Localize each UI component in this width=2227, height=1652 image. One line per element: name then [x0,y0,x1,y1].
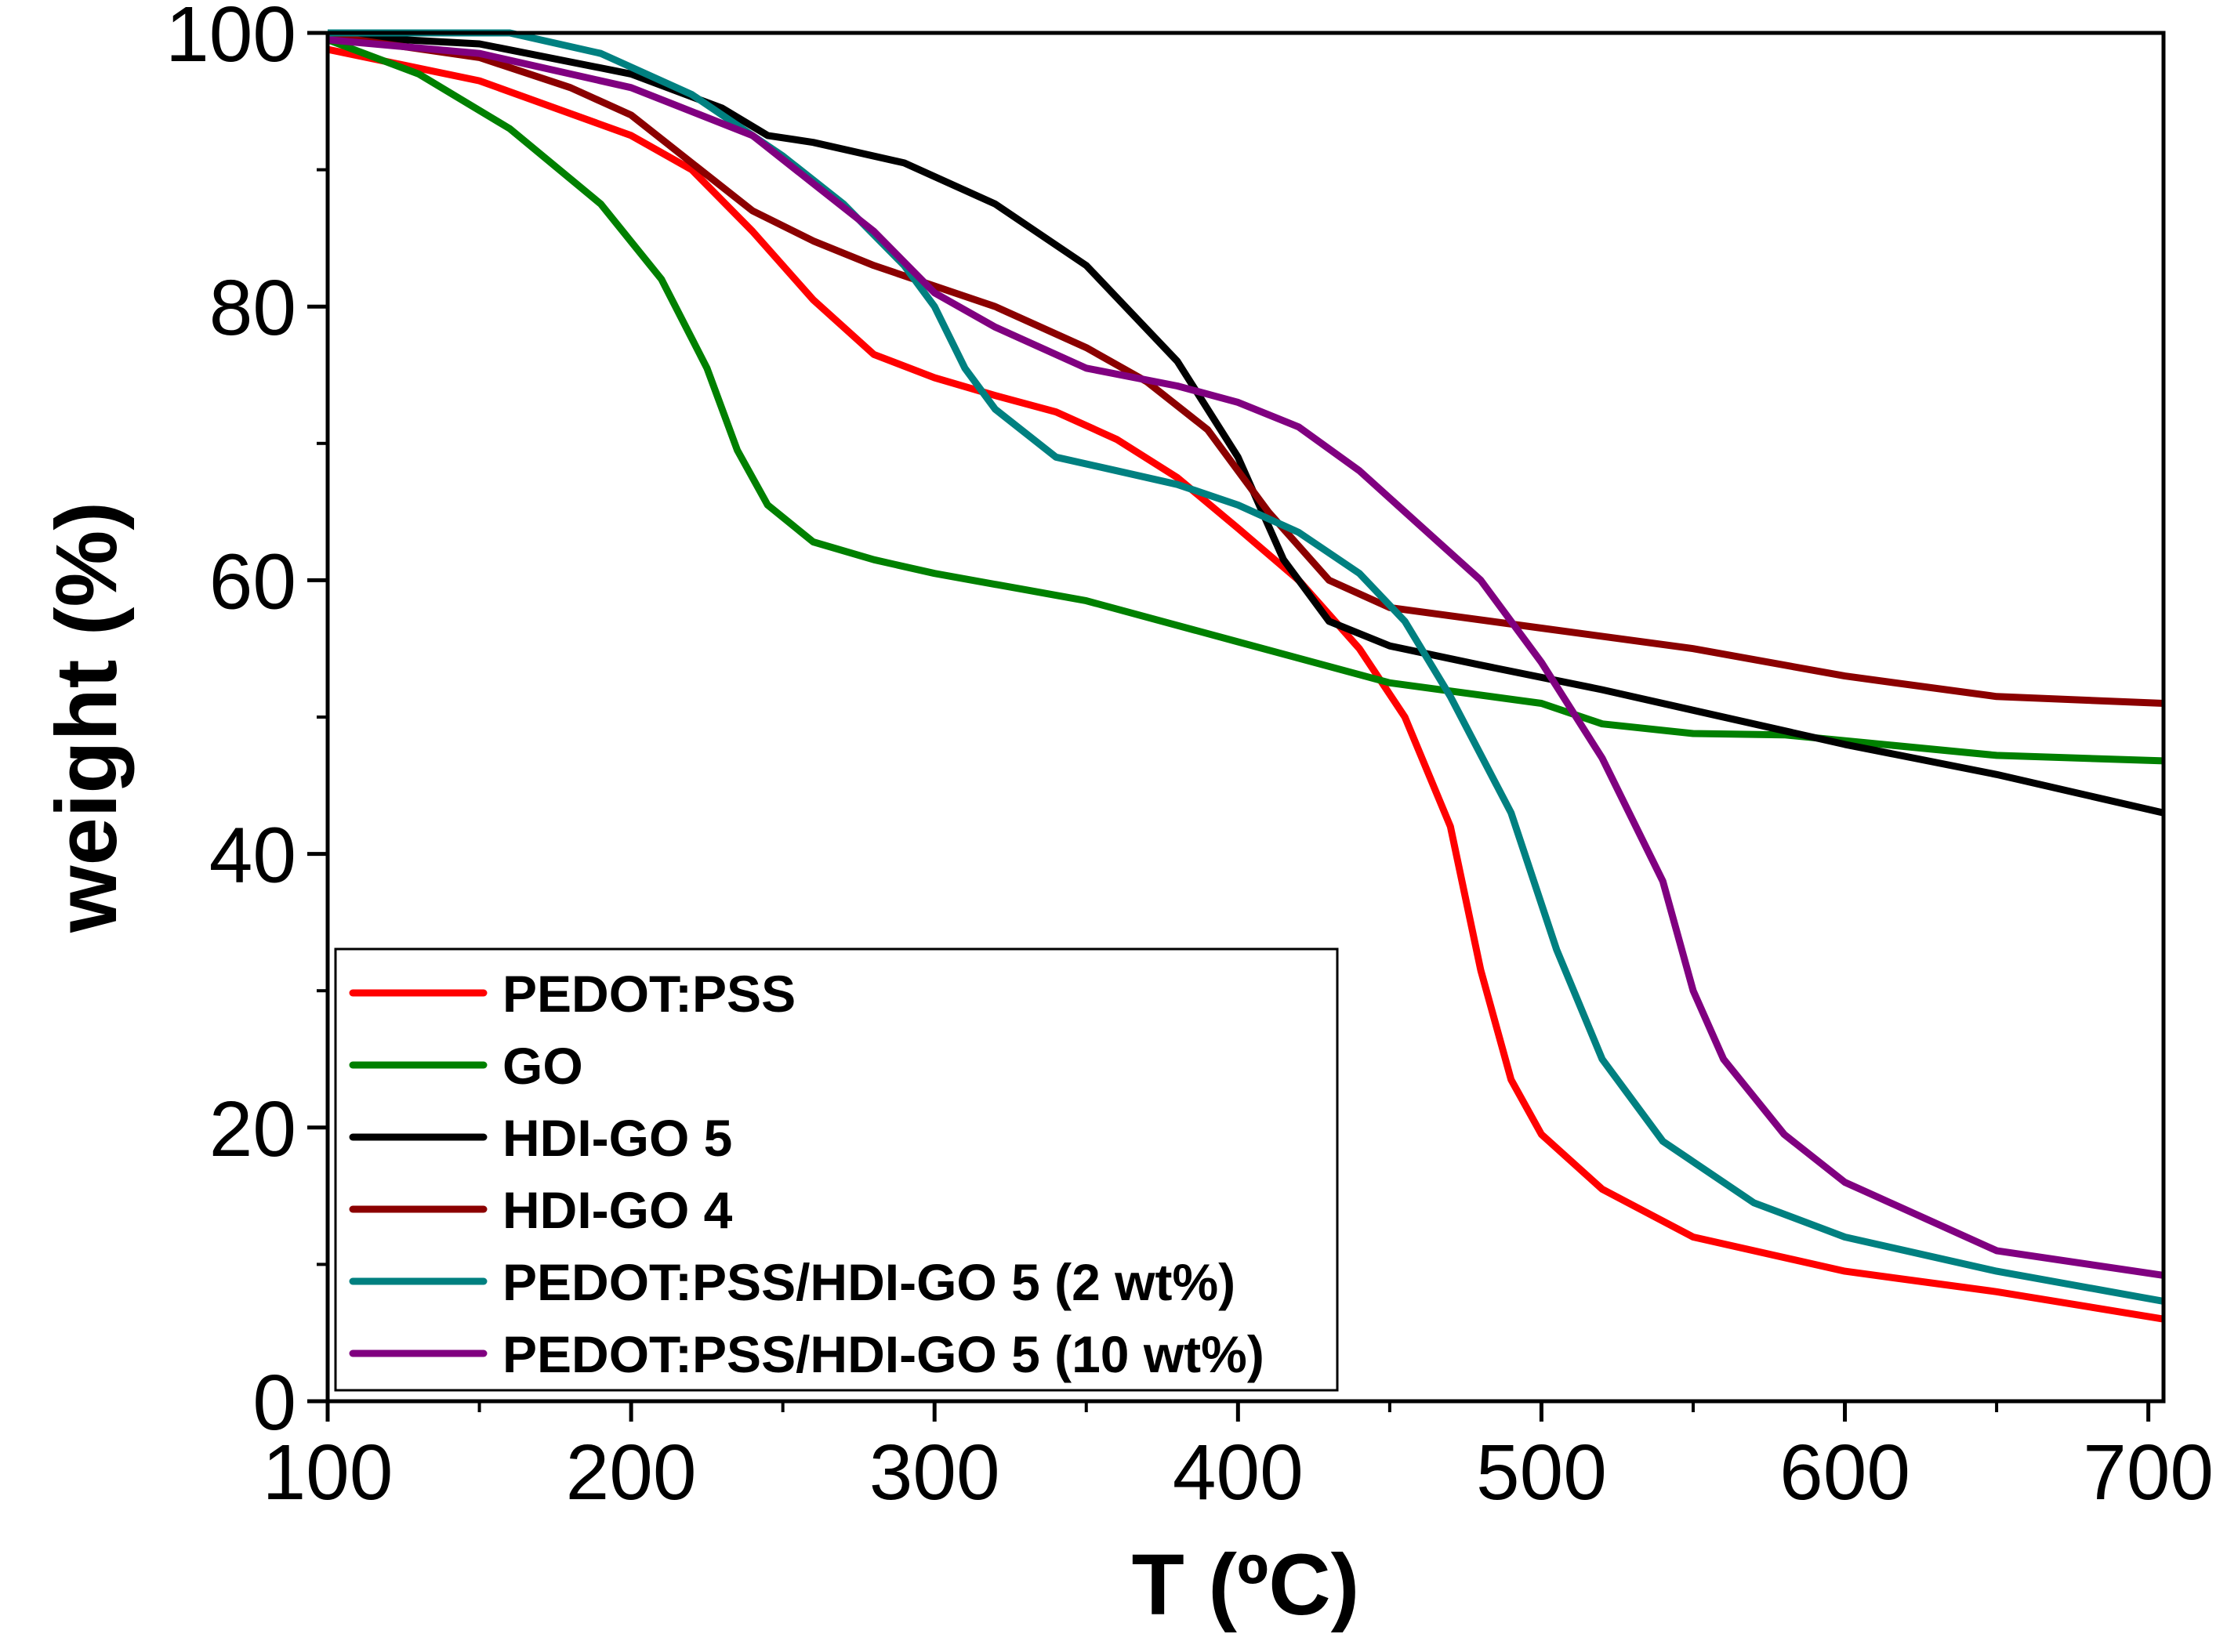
y-tick-label: 40 [209,812,296,900]
x-tick-label: 200 [566,1429,697,1516]
y-tick-label: 80 [209,264,296,352]
legend-label-pedot-pss-hdi-go-5-2-wt: PEDOT:PSS/HDI-GO 5 (2 wt%) [502,1253,1235,1311]
y-tick-label: 20 [209,1085,296,1173]
x-tick-label: 100 [263,1429,394,1516]
x-tick-label: 700 [2083,1429,2214,1516]
legend-label-go: GO [502,1037,583,1095]
y-axis-title: weight (%) [38,502,135,933]
series-line-pedot-pss-hdi-go-5-2-wt [328,29,2164,1305]
legend-label-pedot-pss: PEDOT:PSS [502,965,796,1023]
legend-label-pedot-pss-hdi-go-5-10-wt: PEDOT:PSS/HDI-GO 5 (10 wt%) [502,1325,1264,1383]
series-line-hdi-go-5 [328,32,2164,817]
series-line-pedot-pss-hdi-go-5-10-wt [328,36,2164,1279]
series-line-hdi-go-4 [328,32,2164,707]
legend-label-hdi-go-5: HDI-GO 5 [502,1109,732,1167]
x-tick-label: 300 [869,1429,1000,1516]
series-line-pedot-pss [328,45,2164,1323]
x-axis-title: T (ºC) [1132,1537,1360,1633]
y-tick-label: 0 [252,1359,296,1447]
y-tick-label: 60 [209,538,296,625]
x-tick-label: 400 [1173,1429,1304,1516]
series-line-go [328,36,2164,765]
y-tick-label: 100 [165,0,296,78]
axes-layer: 100 200 300 400 500 600 700 0 20 40 60 80 100 [165,0,2214,1516]
legend: PEDOT:PSS GO HDI-GO 5 HDI-GO 4 PEDOT:PSS/HDI… [334,947,1339,1392]
x-tick-label: 600 [1779,1429,1910,1516]
series-layer [328,29,2164,1323]
x-tick-label: 500 [1476,1429,1607,1516]
legend-box [334,947,1339,1392]
legend-label-hdi-go-4: HDI-GO 4 [502,1181,733,1239]
